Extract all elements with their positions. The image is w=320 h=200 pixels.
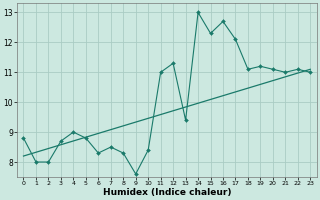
X-axis label: Humidex (Indice chaleur): Humidex (Indice chaleur) <box>103 188 231 197</box>
